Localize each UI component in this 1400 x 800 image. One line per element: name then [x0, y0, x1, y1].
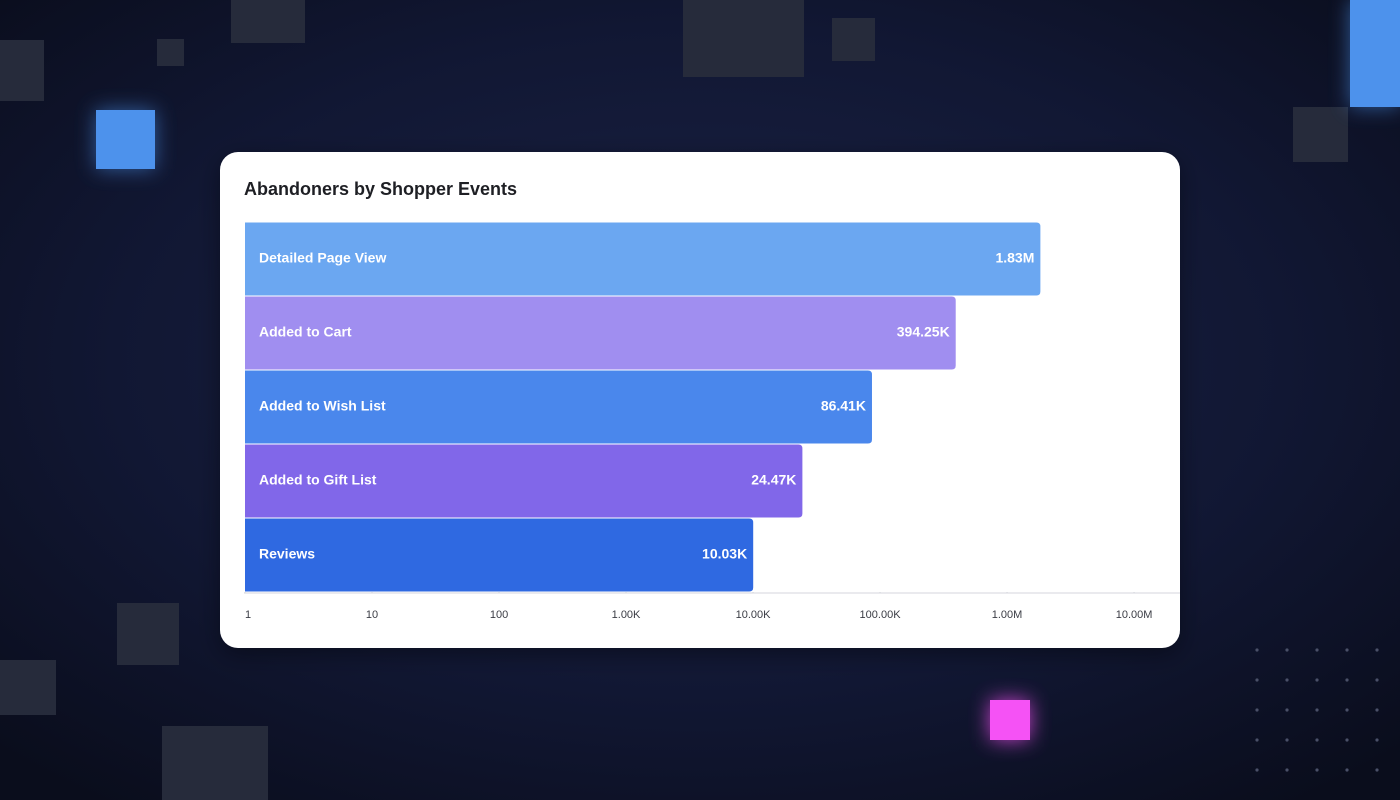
decor-square [162, 726, 268, 800]
x-tick-label: 1 [245, 609, 251, 621]
decor-squares [0, 0, 1348, 800]
decor-dot [1255, 708, 1259, 712]
decor-square [157, 39, 184, 66]
chart-title: Abandoners by Shopper Events [244, 179, 517, 199]
category-label: Added to Gift List [259, 472, 377, 488]
bar [245, 222, 1041, 296]
bar [245, 518, 754, 592]
x-tick-label: 10.00K [736, 609, 772, 621]
decor-dot [1255, 648, 1259, 652]
x-tick-label: 10 [366, 609, 378, 621]
plot: 1 10 100 1.00K 10.00K 100.00K 1.00M 10.00M Detai… [244, 222, 1153, 621]
value-label: 394.25K [897, 324, 950, 340]
decor-dot [1285, 708, 1289, 712]
decor-dot [1375, 738, 1379, 742]
decor-square [0, 40, 44, 101]
decor-dot [1255, 738, 1259, 742]
decor-dot [1345, 708, 1349, 712]
bar [245, 370, 872, 444]
decor-dot [1315, 648, 1319, 652]
category-label: Added to Cart [259, 324, 352, 340]
value-label: 24.47K [751, 472, 796, 488]
decor-square [0, 660, 56, 715]
category-label: Added to Wish List [259, 398, 386, 414]
value-label: 86.41K [821, 398, 866, 414]
decor-square [117, 603, 179, 665]
decor-dot [1375, 648, 1379, 652]
bar [245, 296, 956, 370]
x-tick-label: 1.00K [612, 609, 641, 621]
decor-dot [1315, 708, 1319, 712]
decor-dot [1375, 708, 1379, 712]
decor-pink-square [990, 700, 1030, 740]
decor-dot [1285, 648, 1289, 652]
decor-blue-square [96, 110, 155, 169]
x-tick-label: 100.00K [860, 609, 902, 621]
decor-dot [1315, 678, 1319, 682]
decor-dot [1345, 678, 1349, 682]
decor-dot [1285, 738, 1289, 742]
decor-dot [1285, 768, 1289, 772]
decor-square [832, 18, 875, 61]
x-tick-label: 100 [490, 609, 508, 621]
decor-dot [1375, 678, 1379, 682]
decor-dot [1345, 738, 1349, 742]
decor-blue-square [1350, 0, 1400, 107]
decor-dot [1315, 768, 1319, 772]
decor-dot [1345, 648, 1349, 652]
decor-dot [1255, 678, 1259, 682]
value-label: 10.03K [702, 546, 747, 562]
decor-dot [1285, 678, 1289, 682]
decor-square [1293, 107, 1348, 162]
decor-square [683, 0, 804, 77]
decor-dots [1255, 648, 1379, 772]
value-label: 1.83M [995, 250, 1034, 266]
category-label: Detailed Page View [259, 250, 386, 266]
bar [245, 444, 803, 518]
decor-dot [1255, 768, 1259, 772]
x-tick-label: 1.00M [992, 609, 1023, 621]
x-tick-label: 10.00M [1116, 609, 1153, 621]
category-label: Reviews [259, 546, 315, 562]
decor-dot [1375, 768, 1379, 772]
decor-dot [1315, 738, 1319, 742]
decor-dot [1345, 768, 1349, 772]
decor-square [231, 0, 305, 43]
